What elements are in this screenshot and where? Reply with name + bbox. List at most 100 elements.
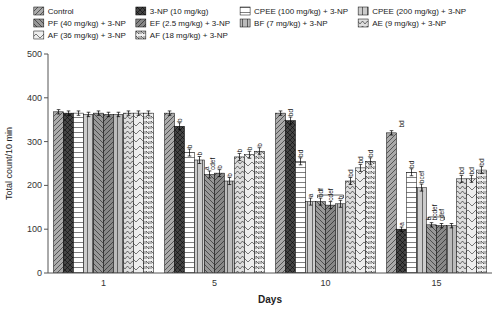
y-tick-label: 200 (27, 180, 42, 190)
legend-item: PF (40 mg/kg) + 3-NP (34, 19, 126, 28)
legend-item: AF (18 mg/kg) + 3-NP (136, 31, 228, 40)
error-bar (400, 227, 404, 231)
error-bar (420, 184, 424, 191)
y-tick (44, 273, 48, 274)
error-bar (188, 149, 192, 156)
error-bar (349, 178, 353, 185)
series (113, 112, 456, 273)
error-bar (460, 175, 464, 182)
legend-swatch (136, 19, 146, 27)
bar (123, 113, 133, 273)
annotation: a (307, 193, 314, 197)
bar (476, 170, 486, 273)
annotation-line: b (236, 149, 243, 153)
legend-swatch (240, 7, 250, 15)
error-bar (470, 175, 474, 182)
bar (165, 113, 175, 273)
brackets (318, 195, 445, 220)
error-bar (450, 224, 454, 228)
annotation: bd (297, 149, 304, 157)
axes: 0100200300400500151015DaysTotal count/10… (4, 49, 492, 305)
bar (185, 153, 195, 273)
error-bar (289, 117, 293, 124)
bar (224, 181, 234, 273)
y-tick-label: 100 (27, 224, 42, 234)
bar (306, 202, 316, 273)
annotation: b (186, 144, 193, 148)
y-tick (44, 141, 48, 142)
legend-swatch (358, 7, 368, 15)
annotation-line: bd (468, 167, 475, 175)
error-bar (168, 111, 172, 115)
error-bar (279, 111, 283, 115)
legend-item: CPEE (100 mg/kg) + 3-NP (240, 7, 348, 16)
annotation-line: b (337, 195, 344, 199)
bar (113, 114, 123, 273)
annotation-line: bd (398, 120, 405, 128)
y-axis-label: Total count/10 min (4, 127, 14, 200)
series (94, 111, 437, 273)
bar (397, 229, 407, 273)
error-bar (390, 131, 394, 135)
error-bar (359, 164, 363, 171)
annotation: bd (458, 167, 465, 175)
legend-label: Control (48, 7, 74, 16)
series (123, 111, 466, 273)
bar (387, 133, 397, 273)
legend-swatch (136, 31, 146, 39)
annotation-line: b (256, 143, 263, 147)
bar (446, 226, 456, 273)
error-bar (319, 198, 323, 205)
annotation: acdef (203, 158, 217, 170)
bar (84, 114, 94, 273)
y-tick-label: 0 (37, 268, 42, 278)
annotation-line: bd (357, 156, 364, 164)
bar (355, 168, 365, 273)
bar (407, 172, 417, 273)
annotation-line: b (226, 173, 233, 177)
chart: Control 3-NP (10 mg/kg) CPEE (100 mg/kg) +… (0, 0, 500, 313)
bar (143, 113, 153, 273)
annotation-line: b (176, 118, 183, 122)
bar (54, 112, 64, 273)
y-axis-line (48, 54, 49, 273)
error-bar (329, 202, 333, 209)
bar (276, 113, 286, 273)
x-tick-label: 15 (431, 278, 441, 288)
error-bar (147, 111, 151, 115)
annotation: bd (347, 169, 354, 177)
annotation: b (236, 149, 243, 153)
annotation-line: b (216, 165, 223, 169)
annotation-line: a (398, 222, 405, 226)
annotation: b (226, 173, 233, 177)
annotation: cdef (438, 209, 445, 221)
annotation: bd (478, 158, 485, 166)
x-tick-label: 10 (320, 278, 330, 288)
bar (286, 121, 296, 273)
error-bar (248, 151, 252, 158)
y-tick (44, 229, 48, 230)
legend-item: 3-NP (10 mg/kg) (136, 7, 209, 16)
x-tick-label: 5 (212, 278, 217, 288)
legend-label: PF (40 mg/kg) + 3-NP (48, 19, 126, 28)
error-bar (228, 178, 232, 185)
legend-label: BF (7 mg/kg) + 3-NP (254, 19, 328, 28)
annotation-line: bd (478, 158, 485, 166)
legend-label: AF (36 mg/kg) + 3-NP (48, 31, 126, 40)
legend-label: CPEE (100 mg/kg) + 3-NP (254, 7, 348, 16)
x-tick-label: 1 (101, 278, 106, 288)
series (64, 111, 407, 273)
annotation-line: b (196, 152, 203, 156)
annotation: bd (398, 120, 405, 128)
series (84, 112, 427, 273)
bar (316, 202, 326, 273)
error-bar (480, 167, 484, 174)
error-bar (339, 200, 343, 207)
y-tick (44, 97, 48, 98)
series (74, 111, 417, 273)
annotation-line: bd (347, 169, 354, 177)
annotation: bcef (418, 171, 425, 183)
bar (64, 113, 74, 273)
error-bar (299, 158, 303, 165)
annotation-line: b (186, 144, 193, 148)
